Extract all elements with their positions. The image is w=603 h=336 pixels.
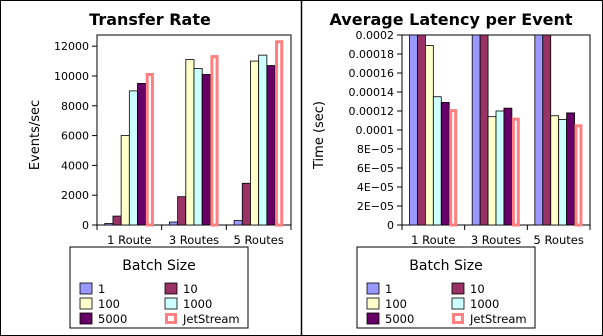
bar-1000-5-routes (258, 54, 268, 226)
bar-5000-1-route (137, 83, 147, 226)
y-tick-label: 0.0001 (356, 124, 395, 137)
legend-label-jetstream: JetStream (182, 312, 240, 326)
legend-swatch-100 (79, 297, 93, 310)
bar-1000-1-route (128, 90, 138, 226)
y-tick-label: 0 (82, 219, 89, 232)
bar-10-5-routes (542, 34, 552, 226)
bar-5000-5-routes (566, 112, 575, 226)
legend-label-5000: 5000 (98, 312, 127, 326)
bar-1000-3-routes (193, 68, 203, 226)
bar-10-3-routes (479, 34, 489, 226)
legend-label-1000: 1000 (183, 297, 212, 311)
legend-label-100: 100 (98, 297, 120, 311)
bar-100-3-routes (487, 116, 497, 226)
y-tick-label: 2000 (61, 189, 89, 202)
bar-jetstream-5-routes (574, 124, 583, 227)
legend-label-jetstream: JetStream (469, 312, 527, 326)
legend-swatch-jetstream (165, 313, 177, 324)
legend-swatch-5000 (79, 312, 93, 325)
y-tick-label: 0 (387, 219, 394, 232)
bar-1000-3-routes (495, 110, 505, 226)
y-tick-label: 6E−05 (357, 162, 394, 175)
legend: Batch Size 1 10 100 1000 5000 JetStream (356, 246, 536, 329)
legend-label-10: 10 (183, 282, 198, 296)
bar-10-1-route (417, 34, 426, 226)
legend-label-1000: 1000 (470, 297, 499, 311)
legend-label-1: 1 (385, 282, 392, 296)
y-tick-label: 6000 (61, 130, 89, 143)
average-latency-panel: Average Latency per Event Time (sec) 0 2E… (312, 10, 591, 329)
bar-5000-1-route (440, 102, 450, 226)
x-tick-label-5-routes: 5 Routes (233, 233, 283, 247)
bar-10-5-routes (241, 182, 251, 226)
bar-10-1-route (112, 215, 122, 226)
y-axis-label: Events/sec (28, 100, 43, 170)
bar-1000-5-routes (558, 119, 568, 226)
legend: Batch Size 1 10 100 1000 5000 JetStream (69, 246, 249, 329)
legend-swatch-1000 (164, 297, 178, 310)
legend-label-5000: 5000 (385, 312, 414, 326)
legend-box (69, 246, 249, 329)
bar-1-3-routes (471, 34, 481, 226)
legend-swatch-10 (164, 282, 178, 295)
y-tick-label: 10000 (54, 70, 89, 83)
chart-title: Average Latency per Event (329, 10, 572, 29)
legend-swatch-jetstream (452, 313, 464, 324)
bar-1-1-route (104, 223, 114, 226)
legend-box (356, 246, 536, 329)
bar-jetstream-3-routes (511, 117, 520, 227)
y-tick-label: 0.0002 (356, 29, 395, 42)
legend-title: Batch Size (122, 258, 195, 274)
legend-swatch-10 (451, 282, 465, 295)
y-tick-label: 8E−05 (357, 143, 394, 156)
chart-title: Transfer Rate (89, 10, 211, 29)
legend-swatch-5000 (366, 312, 380, 325)
bar-100-1-route (424, 45, 434, 226)
legend-swatch-1 (79, 282, 93, 295)
x-tick-label-5-routes: 5 Routes (533, 233, 583, 247)
legend-label-100: 100 (385, 297, 407, 311)
bar-5000-3-routes (201, 74, 211, 226)
bar-jetstream-1-route (449, 109, 458, 227)
x-tick-label-1-route: 1 Route (107, 233, 151, 247)
bar-1000-1-route (432, 96, 442, 226)
bar-1-1-route (409, 34, 418, 226)
legend-title: Batch Size (409, 258, 482, 274)
legend-label-1: 1 (98, 282, 105, 296)
bar-10-3-routes (177, 196, 187, 226)
bar-1-5-routes (534, 34, 544, 226)
x-tick-label-1-route: 1 Route (411, 233, 455, 247)
y-tick-label: 0.00012 (349, 105, 395, 118)
bar-5000-3-routes (503, 107, 513, 226)
legend-label-10: 10 (470, 282, 485, 296)
bar-jetstream-5-routes (275, 40, 284, 227)
transfer-rate-panel: Transfer Rate Events/sec 0 2000 4000 6000 80… (28, 10, 292, 329)
y-tick-label: 12000 (54, 40, 89, 53)
bar-100-5-routes (550, 115, 560, 226)
legend-swatch-100 (366, 297, 380, 310)
y-tick-label: 0.00018 (349, 48, 395, 61)
bar-100-5-routes (250, 60, 260, 226)
y-axis-label: Time (sec) (312, 101, 327, 170)
bar-1-3-routes (169, 221, 179, 226)
bar-1-5-routes (233, 220, 243, 226)
bar-jetstream-3-routes (210, 55, 219, 227)
y-tick-label: 2E−05 (357, 200, 394, 213)
legend-swatch-1000 (451, 297, 465, 310)
y-tick-label: 4000 (61, 159, 89, 172)
bar-100-3-routes (185, 59, 195, 226)
bar-100-1-route (120, 135, 130, 226)
y-tick-label: 4E−05 (357, 181, 394, 194)
y-tick-label: 0.00016 (349, 67, 395, 80)
x-tick-label-3-routes: 3 Routes (169, 233, 219, 247)
legend-swatch-1 (366, 282, 380, 295)
y-tick-label: 8000 (61, 100, 89, 113)
x-tick-label-3-routes: 3 Routes (471, 233, 521, 247)
bar-jetstream-1-route (145, 73, 154, 227)
y-tick-label: 0.00014 (349, 86, 395, 99)
bar-5000-5-routes (266, 65, 276, 226)
